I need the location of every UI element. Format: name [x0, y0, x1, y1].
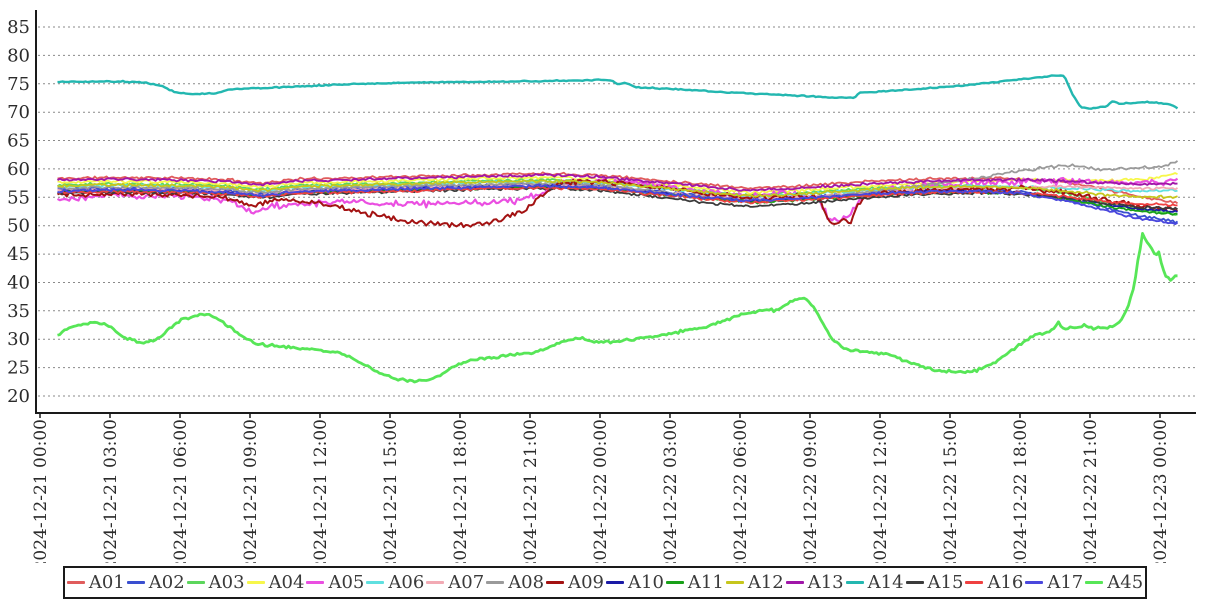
legend-label: A11 — [687, 572, 724, 593]
y-tick-label: 25 — [7, 358, 30, 379]
series-A17-line — [57, 183, 1178, 226]
legend-item-A03: A03 — [186, 572, 245, 593]
legend-item-A17: A17 — [1025, 572, 1083, 593]
legend-line-swatch — [426, 581, 445, 584]
legend-item-A09: A09 — [546, 572, 604, 593]
legend-line-swatch — [905, 581, 924, 584]
x-tick-label: 2024-12-22 18:00 — [1011, 419, 1031, 563]
legend-line-swatch — [66, 581, 85, 584]
x-tick-label: 2024-12-22 21:00 — [1081, 419, 1101, 563]
legend-item-A07: A07 — [426, 572, 484, 593]
series-A09-line — [57, 178, 1178, 229]
y-tick-label: 50 — [7, 216, 30, 237]
x-tick-label: 2024-12-21 09:00 — [241, 419, 261, 563]
legend-item-A06: A06 — [366, 572, 424, 593]
y-tick-label: 45 — [7, 244, 30, 265]
legend-line-swatch — [606, 581, 624, 584]
legend-line-swatch — [725, 581, 744, 584]
series-A14-line — [57, 74, 1179, 110]
legend-line-swatch — [845, 581, 864, 584]
y-tick-label: 65 — [7, 131, 30, 152]
legend-label: A17 — [1047, 572, 1084, 593]
y-tick-label: 55 — [7, 187, 30, 208]
series-A01-line — [57, 171, 1179, 205]
x-tick-label: 2024-12-21 15:00 — [381, 419, 401, 563]
legend-label: A13 — [807, 572, 844, 593]
y-tick-label: 75 — [7, 74, 30, 95]
legend-item-A12: A12 — [725, 572, 784, 593]
legend-item-A15: A15 — [905, 572, 964, 593]
legend-label: A03 — [208, 572, 245, 593]
x-tick-label: 2024-12-21 00:00 — [31, 419, 51, 563]
legend-label: A07 — [448, 572, 485, 593]
legend-line-swatch — [546, 581, 565, 584]
x-tick-label: 2024-12-23 00:00 — [1151, 419, 1171, 563]
legend-label: A06 — [388, 572, 425, 593]
legend-label: A14 — [867, 572, 904, 593]
y-tick-label: 60 — [7, 159, 30, 180]
legend-line-swatch — [965, 581, 984, 584]
legend-label: A08 — [508, 572, 545, 593]
legend-label: A05 — [328, 572, 365, 593]
x-tick-label: 2024-12-21 03:00 — [101, 419, 121, 563]
x-tick-label: 2024-12-22 00:00 — [591, 419, 611, 563]
series-A12-line — [57, 179, 1178, 200]
legend-line-swatch — [306, 581, 325, 584]
legend-label: A04 — [268, 572, 305, 593]
series-A15-line — [57, 186, 1179, 211]
x-tick-label: 2024-12-22 15:00 — [941, 419, 961, 563]
legend-line-swatch — [186, 581, 205, 584]
legend-line-swatch — [1025, 581, 1044, 584]
y-tick-label: 30 — [7, 329, 30, 350]
legend-line-swatch — [246, 581, 265, 584]
legend-label: A45 — [1107, 572, 1144, 593]
y-tick-label: 70 — [7, 102, 30, 123]
y-tick-label: 20 — [7, 386, 30, 407]
legend-item-A11: A11 — [665, 572, 724, 593]
x-tick-label: 2024-12-22 09:00 — [801, 419, 821, 563]
legend-line-swatch — [785, 581, 804, 584]
legend-label: A01 — [88, 572, 125, 593]
legend-item-A10: A10 — [606, 572, 664, 593]
legend-line-swatch — [1085, 581, 1104, 584]
x-tick-label: 2024-12-21 12:00 — [311, 419, 331, 563]
series-A13-line — [56, 172, 1178, 192]
y-tick-label: 35 — [7, 301, 30, 322]
legend-line-swatch — [126, 581, 145, 584]
legend-item-A13: A13 — [785, 572, 844, 593]
legend-item-A05: A05 — [306, 572, 364, 593]
x-tick-label: 2024-12-22 03:00 — [661, 419, 681, 563]
y-tick-label: 80 — [7, 45, 30, 66]
legend-item-A02: A02 — [126, 572, 185, 593]
y-tick-label: 85 — [7, 17, 30, 38]
legend-item-A16: A16 — [965, 572, 1023, 593]
x-tick-label: 2024-12-22 06:00 — [731, 419, 751, 563]
legend-label: A16 — [987, 572, 1024, 593]
legend-label: A12 — [747, 572, 784, 593]
x-tick-label: 2024-12-22 12:00 — [871, 419, 891, 563]
legend-item-A01: A01 — [66, 572, 125, 593]
x-tick-label: 2024-12-21 21:00 — [521, 419, 541, 563]
y-tick-label: 40 — [7, 273, 30, 294]
legend-label: A09 — [568, 572, 604, 593]
x-tick-label: 2024-12-21 06:00 — [171, 419, 191, 563]
legend-line-swatch — [366, 581, 385, 584]
legend-line-swatch — [486, 581, 505, 584]
legend-line-swatch — [665, 581, 684, 584]
legend-label: A10 — [628, 572, 664, 593]
legend-label: A02 — [148, 572, 185, 593]
legend-item-A45: A45 — [1085, 572, 1143, 593]
series-A45-line — [57, 232, 1178, 384]
legend-label: A15 — [927, 572, 964, 593]
legend: A01 A02 A03 A04 A05 A06 A07 A08 A09 A10 A11 A12 A13 A… — [63, 566, 1147, 599]
x-tick-label: 2024-12-21 18:00 — [451, 419, 471, 563]
legend-item-A08: A08 — [486, 572, 544, 593]
legend-item-A14: A14 — [845, 572, 904, 593]
legend-item-A04: A04 — [246, 572, 305, 593]
